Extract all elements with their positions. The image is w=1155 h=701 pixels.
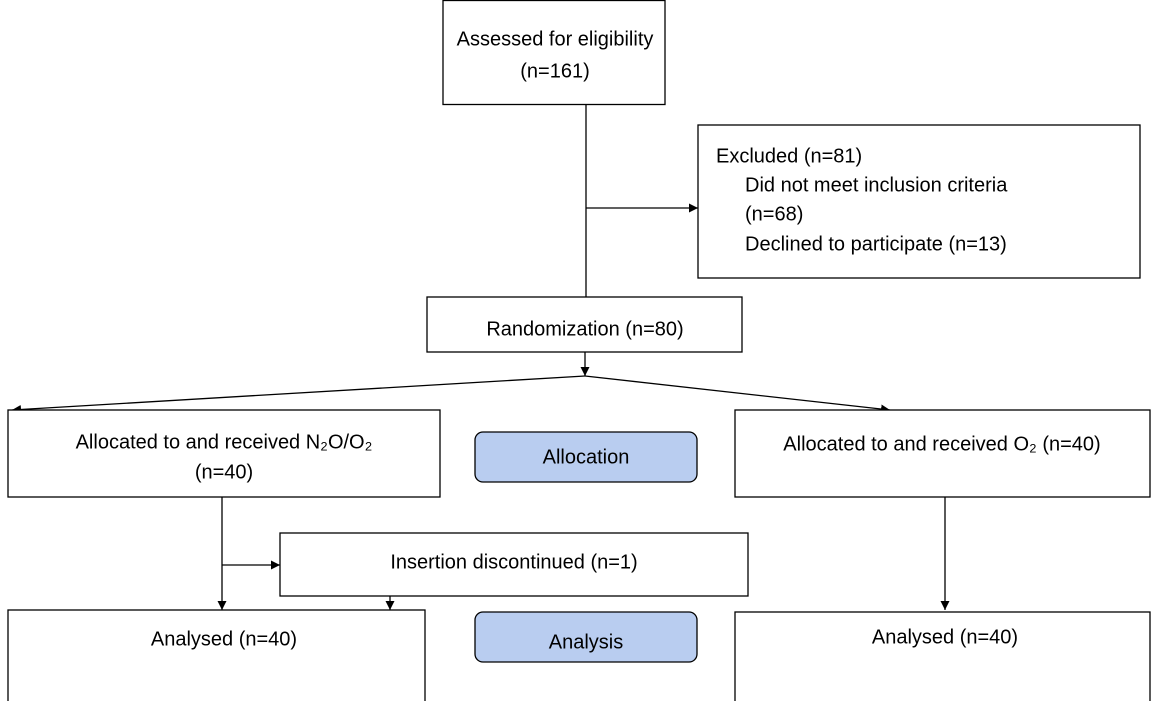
stage-label-box bbox=[474, 431, 698, 483]
box bbox=[697, 124, 1141, 279]
node-text: (n=161) bbox=[520, 60, 590, 82]
node-text: Did not meet inclusion criteria bbox=[745, 174, 1008, 196]
node-text: Declined to participate (n=13) bbox=[745, 233, 1007, 255]
node-text: Allocated to and received O₂ (n=40) bbox=[783, 433, 1100, 455]
node-text: (n=68) bbox=[745, 203, 803, 225]
arrow bbox=[584, 375, 891, 414]
node-text: Excluded (n=81) bbox=[716, 145, 862, 167]
node-text: (n=40) bbox=[195, 461, 253, 483]
stage-label-box bbox=[474, 611, 698, 663]
box bbox=[7, 609, 426, 701]
box bbox=[442, 0, 666, 106]
node-text: Randomization (n=80) bbox=[486, 318, 683, 340]
node-text: Analysed (n=40) bbox=[872, 626, 1018, 648]
node-text: Assessed for eligibility bbox=[457, 28, 654, 50]
node-text: Allocated to and received N₂O/O₂ bbox=[76, 431, 373, 453]
box bbox=[734, 611, 1151, 701]
arrow bbox=[11, 375, 586, 414]
box bbox=[426, 296, 743, 353]
box bbox=[7, 409, 441, 498]
stage-label: Analysis bbox=[549, 631, 623, 653]
node-text: Insertion discontinued (n=1) bbox=[390, 551, 637, 573]
stage-label: Allocation bbox=[543, 446, 630, 468]
box bbox=[279, 532, 749, 597]
box bbox=[734, 409, 1151, 498]
node-text: Analysed (n=40) bbox=[151, 628, 297, 650]
